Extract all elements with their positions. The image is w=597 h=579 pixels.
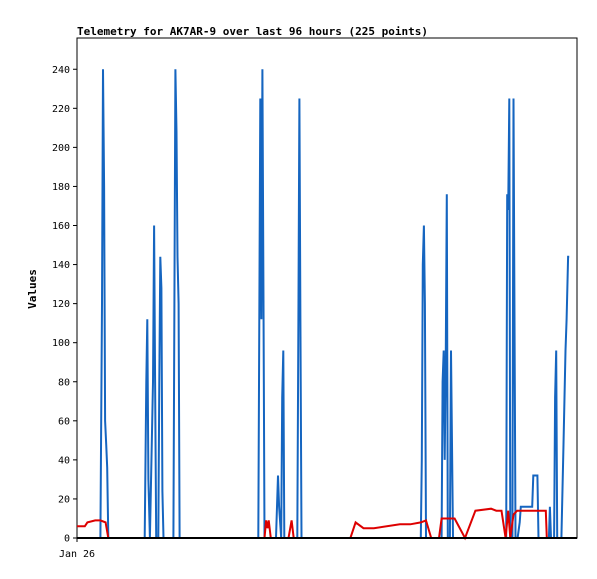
y-tick-label: 220 — [52, 104, 70, 115]
series-layer — [77, 69, 577, 541]
y-tick-label: 120 — [52, 299, 70, 310]
y-tick-label: 0 — [64, 534, 70, 545]
y-tick-label: 40 — [58, 455, 70, 466]
y-axis: 0 20 40 60 80 100 120 140 160 180 200 220 240 — [52, 65, 77, 545]
chart-title: Telemetry for AK7AR-9 over last 96 hours… — [77, 25, 428, 38]
x-tick-label: Jan 26 — [59, 549, 95, 560]
y-tick-label: 60 — [58, 416, 70, 427]
y-tick-label: 140 — [52, 260, 70, 271]
series-line-1 — [77, 69, 570, 539]
y-tick-label: 180 — [52, 182, 70, 193]
y-tick-label: 160 — [52, 221, 70, 232]
y-axis-label: Values — [26, 269, 39, 309]
y-tick-label: 100 — [52, 338, 70, 349]
y-tick-label: 240 — [52, 65, 70, 76]
y-tick-label: 20 — [58, 494, 70, 505]
y-tick-label: 200 — [52, 143, 70, 154]
y-tick-label: 80 — [58, 377, 70, 388]
